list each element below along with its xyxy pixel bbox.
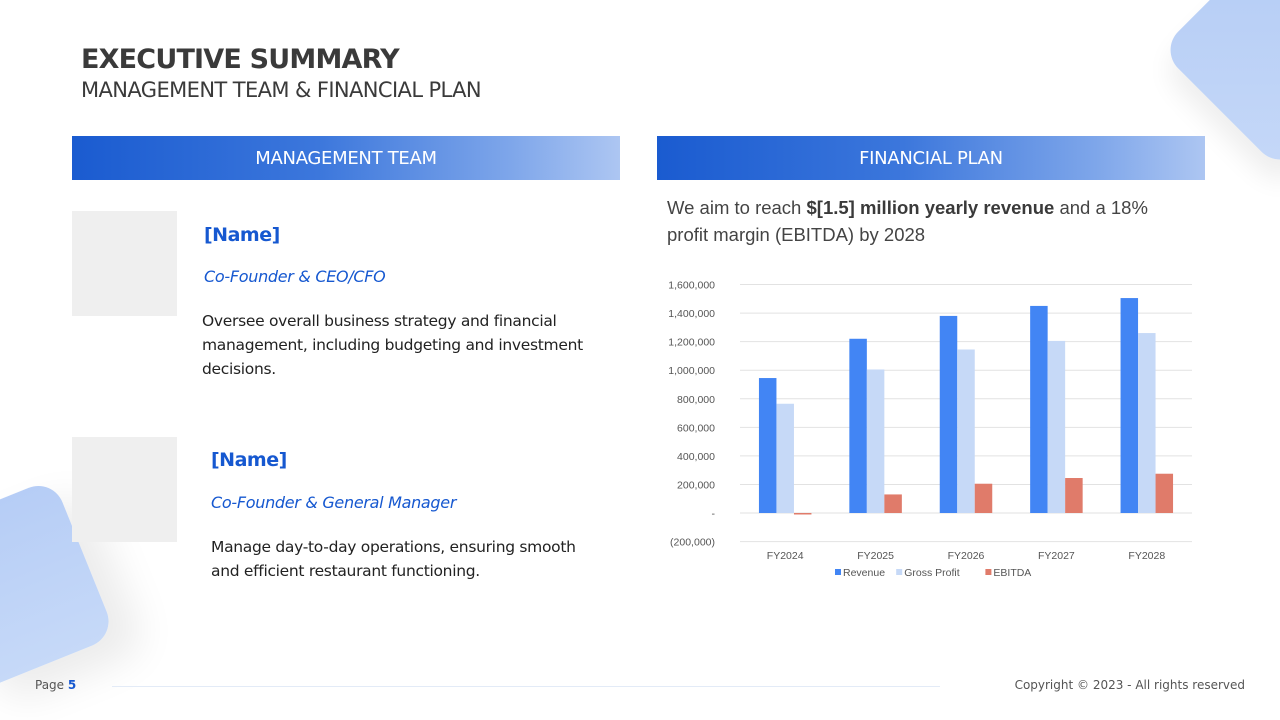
management-team-title: MANAGEMENT TEAM	[255, 147, 437, 169]
bar-revenue	[1030, 305, 1048, 513]
legend-swatch	[985, 569, 992, 575]
y-tick-label: 800,000	[677, 394, 715, 406]
management-team-header: MANAGEMENT TEAM	[72, 136, 620, 180]
y-tick-label: 200,000	[677, 479, 715, 491]
y-tick-label: 1,000,000	[668, 365, 715, 377]
bar-gross-profit	[957, 349, 975, 513]
bar-ebitda	[1155, 473, 1174, 513]
intro-highlight: $[1.5] million yearly revenue	[806, 197, 1055, 218]
bar-revenue	[939, 315, 958, 513]
bar-gross-profit	[1047, 340, 1066, 513]
legend-swatch	[835, 569, 841, 575]
y-tick-label: 400,000	[677, 451, 715, 463]
bar-gross-profit	[776, 403, 794, 513]
bar-gross-profit	[1138, 333, 1156, 513]
legend-label: Gross Profit	[904, 567, 960, 579]
member-description: Manage day-to-day operations, ensuring s…	[211, 538, 576, 580]
page-number: 5	[67, 678, 77, 692]
y-tick-label: -	[712, 508, 716, 520]
bar-gross-profit	[866, 369, 885, 513]
member-name: [Name]	[211, 449, 287, 471]
x-tick-label: FY2028	[1128, 550, 1165, 562]
intro-prefix: We aim to reach	[667, 197, 807, 218]
member-role: Co-Founder & CEO/CFO	[204, 267, 386, 286]
intro-suffix: and a 18% profit margin (EBITDA) by 2028	[667, 197, 1148, 245]
member-name: [Name]	[204, 224, 280, 246]
bar-revenue	[1120, 298, 1139, 513]
bar-chart-svg: 1,600,000 1,400,000 1,200,000 1,000,000 800,…	[668, 280, 1192, 579]
bar-revenue	[849, 338, 867, 513]
y-tick-label: (200,000)	[670, 537, 715, 549]
footer-divider	[112, 686, 940, 687]
legend-swatch	[896, 569, 903, 575]
financial-plan-header: FINANCIAL PLAN	[657, 136, 1205, 180]
bar-ebitda	[793, 513, 812, 515]
x-tick-label: FY2024	[767, 550, 804, 562]
bar-ebitda	[1065, 478, 1083, 513]
x-tick-label: FY2025	[857, 550, 894, 562]
photo-placeholder	[72, 211, 177, 316]
y-tick-label: 1,400,000	[668, 308, 715, 320]
copyright-text: Copyright © 2023 - All rights reserved	[1014, 678, 1245, 692]
financial-plan-title: FINANCIAL PLAN	[859, 147, 1003, 169]
photo-placeholder	[72, 437, 177, 542]
page-indicator: Page 5	[35, 678, 76, 692]
bar-ebitda	[974, 483, 993, 513]
financial-intro-text: We aim to reach $[1.5] million yearly re…	[667, 194, 1187, 248]
x-tick-label: FY2027	[1038, 550, 1075, 562]
page-subtitle: MANAGEMENT TEAM & FINANCIAL PLAN	[81, 78, 482, 102]
x-tick-label: FY2026	[948, 550, 985, 562]
page-label: Page	[35, 678, 65, 692]
legend-label: EBITDA	[993, 567, 1031, 579]
bar-ebitda	[884, 494, 902, 513]
bar-revenue	[758, 378, 777, 513]
legend-label: Revenue	[843, 567, 885, 579]
y-tick-label: 1,200,000	[668, 337, 715, 349]
y-tick-label: 1,600,000	[668, 280, 715, 292]
financial-chart: 1,600,000 1,400,000 1,200,000 1,000,000 800,…	[660, 270, 1200, 600]
member-description: Oversee overall business strategy and fi…	[202, 312, 583, 378]
page-title: EXECUTIVE SUMMARY	[81, 44, 400, 75]
member-role: Co-Founder & General Manager	[211, 493, 457, 512]
y-tick-label: 600,000	[677, 422, 715, 434]
